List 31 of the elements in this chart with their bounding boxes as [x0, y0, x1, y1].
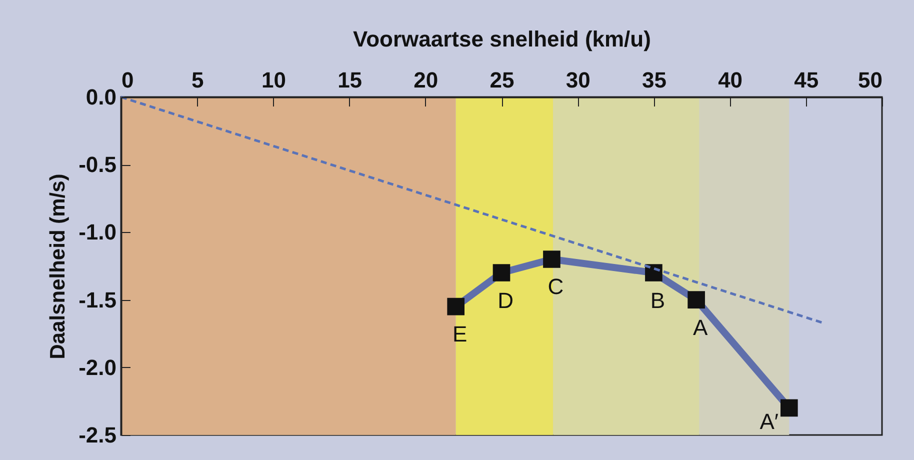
y-tick-label: -1.0: [78, 220, 116, 245]
annotation: C: [548, 274, 564, 300]
annotation: B: [650, 288, 666, 313]
point: [543, 250, 560, 268]
point: [447, 298, 464, 316]
x-tick-label: 10: [261, 68, 286, 92]
x-tick-label: 35: [642, 68, 666, 92]
y-tick-label: -2.0: [78, 354, 116, 380]
point: [780, 399, 798, 417]
y-tick-label: 0.0: [86, 84, 116, 110]
x-tick-label: 50: [858, 68, 882, 92]
annotation: E: [452, 322, 468, 347]
x-tick-label: 15: [338, 68, 362, 92]
point: [492, 264, 510, 282]
y-tick-label: -0.5: [78, 152, 116, 178]
x-tick-label: 0: [122, 68, 134, 92]
annotation: A: [692, 314, 708, 340]
y-tick-label: -1.5: [78, 287, 116, 312]
point: [688, 291, 705, 308]
x-axis-title: Voorwaartse snelheid (km/u): [353, 26, 651, 52]
x-tick-label: 30: [566, 68, 590, 92]
x-tick-label: 20: [414, 68, 438, 92]
x-tick-label: 45: [794, 68, 819, 92]
y-tick-label: -2.5: [78, 422, 116, 448]
point: [645, 264, 662, 282]
annotation: A′: [760, 408, 779, 434]
y-axis-title: Daalsnelheid (m/s): [46, 174, 70, 360]
x-tick-label: 40: [718, 68, 743, 92]
x-tick-label: 25: [490, 68, 514, 92]
annotation: D: [498, 288, 514, 313]
x-tick-label: 5: [191, 68, 204, 92]
